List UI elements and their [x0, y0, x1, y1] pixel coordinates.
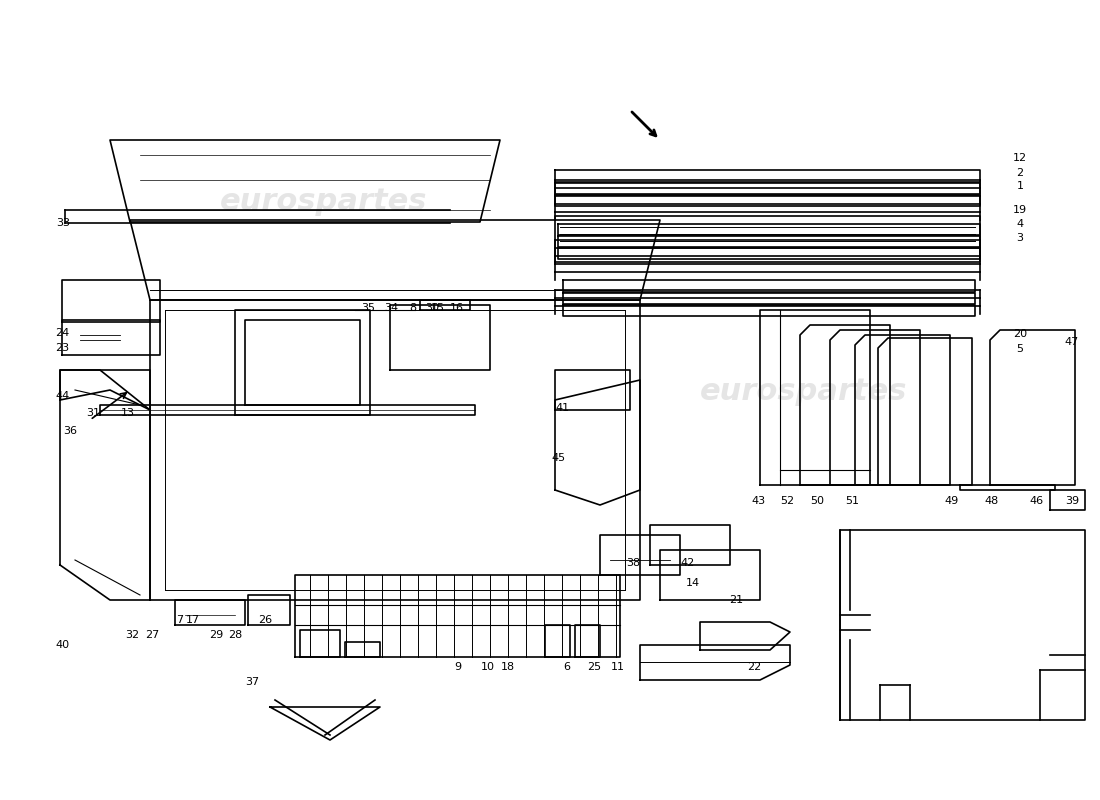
Text: 49: 49	[945, 496, 959, 506]
Text: 14: 14	[686, 578, 700, 588]
Text: 40: 40	[56, 640, 70, 650]
Text: 34: 34	[384, 303, 398, 313]
Text: 47: 47	[1065, 337, 1079, 347]
Text: 37: 37	[245, 677, 260, 687]
Text: 32: 32	[125, 630, 139, 640]
Text: 43: 43	[751, 496, 766, 506]
Text: 26: 26	[257, 615, 272, 625]
Text: 21: 21	[729, 595, 744, 605]
Text: eurospartes: eurospartes	[700, 377, 908, 406]
Text: 8: 8	[409, 303, 417, 313]
Text: 12: 12	[1013, 153, 1027, 163]
Text: 5: 5	[1016, 344, 1023, 354]
Text: 2: 2	[1016, 168, 1024, 178]
Text: 45: 45	[551, 453, 565, 463]
Text: 16: 16	[450, 303, 464, 313]
Text: 17: 17	[186, 615, 200, 625]
Text: 10: 10	[481, 662, 495, 672]
Text: 19: 19	[1013, 205, 1027, 215]
Text: 48: 48	[984, 496, 999, 506]
Text: 39: 39	[1065, 496, 1079, 506]
Text: 46: 46	[1030, 496, 1044, 506]
Text: 9: 9	[454, 662, 462, 672]
Text: 1: 1	[1016, 181, 1023, 191]
Text: 22: 22	[747, 662, 761, 672]
Text: 35: 35	[361, 303, 375, 313]
Text: 42: 42	[681, 558, 695, 568]
Text: 25: 25	[587, 662, 601, 672]
Text: 29: 29	[209, 630, 223, 640]
Text: 50: 50	[810, 496, 824, 506]
Text: 3: 3	[1016, 233, 1023, 243]
Text: 30: 30	[425, 303, 439, 313]
Text: 23: 23	[55, 343, 69, 353]
Text: 7: 7	[176, 615, 184, 625]
Text: 52: 52	[780, 496, 794, 506]
Text: 24: 24	[55, 328, 69, 338]
Text: 28: 28	[228, 630, 242, 640]
Text: eurospartes: eurospartes	[220, 187, 428, 216]
Text: 36: 36	[63, 426, 77, 436]
Text: 11: 11	[610, 662, 625, 672]
Text: 33: 33	[56, 218, 70, 228]
Text: 41: 41	[556, 403, 570, 413]
Text: 20: 20	[1013, 329, 1027, 339]
Text: 27: 27	[145, 630, 160, 640]
Text: 51: 51	[845, 496, 859, 506]
Text: 15: 15	[431, 303, 446, 313]
Text: 6: 6	[563, 662, 571, 672]
Text: 4: 4	[1016, 219, 1024, 229]
Text: 18: 18	[500, 662, 515, 672]
Text: 13: 13	[121, 408, 135, 418]
Text: 38: 38	[626, 558, 640, 568]
Text: 44: 44	[56, 391, 70, 401]
Text: 31: 31	[86, 408, 100, 418]
